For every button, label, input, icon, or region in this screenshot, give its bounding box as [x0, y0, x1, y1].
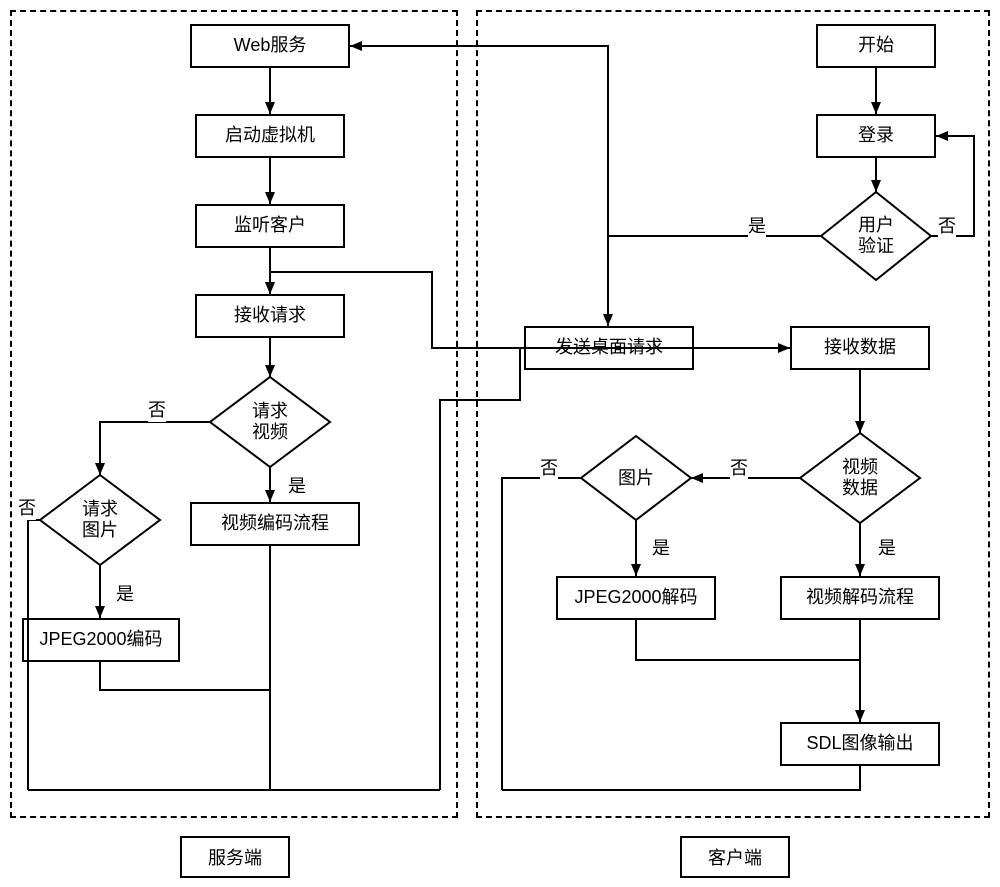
edge-label: 否	[18, 494, 36, 520]
node-startvm: 启动虚拟机	[195, 114, 345, 158]
node-viddec: 视频解码流程	[780, 576, 940, 620]
edge-label: 是	[748, 212, 766, 238]
edge-label: 否	[540, 454, 558, 480]
label-login: 登录	[858, 125, 894, 147]
node-jpegdec: JPEG2000解码	[556, 576, 716, 620]
label-recvdata: 接收数据	[824, 337, 896, 359]
label-listen: 监听客户	[234, 215, 306, 237]
server-caption-label: 服务端	[208, 844, 262, 870]
client-caption-label: 客户端	[708, 844, 762, 870]
label-jpegdec: JPEG2000解码	[574, 587, 697, 609]
client-caption: 客户端	[680, 836, 790, 878]
label-sendreq: 发送桌面请求	[555, 337, 663, 359]
label-sdlout: SDL图像输出	[806, 733, 913, 755]
edge-label: 是	[878, 534, 896, 560]
node-sendreq: 发送桌面请求	[524, 326, 694, 370]
label-viddec: 视频解码流程	[806, 587, 914, 609]
node-sdlout: SDL图像输出	[780, 722, 940, 766]
node-login: 登录	[816, 114, 936, 158]
edge-label: 否	[148, 396, 166, 422]
edge-label: 是	[652, 534, 670, 560]
label-startvm: 启动虚拟机	[225, 125, 315, 147]
label-recvreq: 接收请求	[234, 305, 306, 327]
label-start: 开始	[858, 35, 894, 57]
node-web: Web服务	[190, 24, 350, 68]
server-caption: 服务端	[180, 836, 290, 878]
label-jpegenc: JPEG2000编码	[39, 629, 162, 651]
edge-label: 是	[288, 472, 306, 498]
edge-label: 否	[730, 454, 748, 480]
edge-label: 是	[116, 580, 134, 606]
edge-label: 否	[938, 212, 956, 238]
node-recvreq: 接收请求	[195, 294, 345, 338]
node-recvdata: 接收数据	[790, 326, 930, 370]
node-listen: 监听客户	[195, 204, 345, 248]
label-videnc: 视频编码流程	[221, 513, 329, 535]
node-jpegenc: JPEG2000编码	[22, 618, 180, 662]
node-videnc: 视频编码流程	[190, 502, 360, 546]
node-start: 开始	[816, 24, 936, 68]
label-web: Web服务	[234, 35, 307, 57]
